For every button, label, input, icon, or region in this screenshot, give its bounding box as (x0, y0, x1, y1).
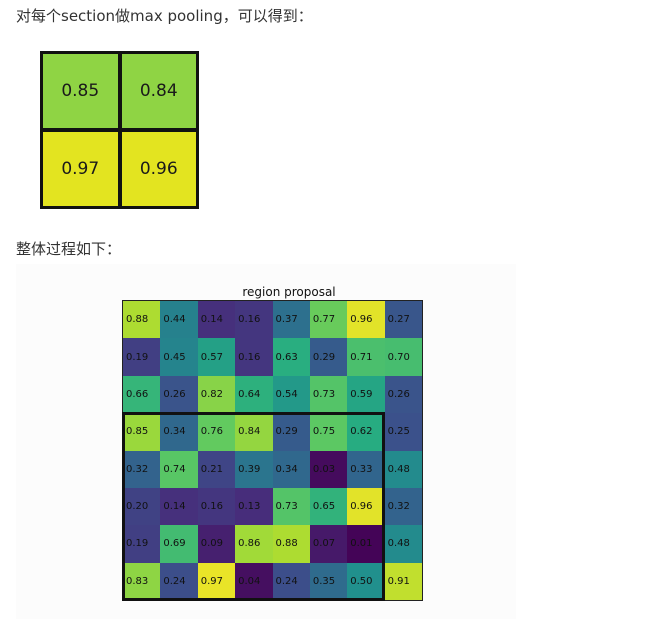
heatmap-cell: 0.24 (160, 562, 198, 600)
heatmap-cell: 0.21 (197, 450, 236, 488)
heatmap-cell: 0.19 (123, 525, 161, 563)
heatmap-cell: 0.01 (347, 525, 385, 563)
heatmap-cell: 0.39 (235, 450, 273, 488)
heatmap-cell: 0.20 (123, 487, 161, 526)
heatmap-cell: 0.84 (235, 413, 273, 451)
heatmap-cell: 0.97 (197, 562, 236, 600)
pooled-output-grid: 0.85 0.84 0.97 0.96 (40, 51, 199, 209)
heatmap-cell: 0.48 (384, 525, 422, 563)
heatmap-cell: 0.32 (123, 450, 161, 488)
heatmap-cell: 0.73 (272, 487, 310, 526)
heatmap-cell: 0.65 (309, 487, 348, 526)
heatmap-cell: 0.32 (384, 487, 422, 526)
heatmap-cell: 0.59 (347, 375, 385, 414)
heatmap-cell: 0.48 (384, 450, 422, 488)
heatmap-cell: 0.91 (384, 562, 422, 600)
heatmap-cell: 0.14 (197, 301, 236, 339)
heatmap-cell: 0.54 (272, 375, 310, 414)
heatmap-cell: 0.82 (197, 375, 236, 414)
figure-title: region proposal (242, 285, 336, 299)
heatmap-cell: 0.33 (347, 450, 385, 488)
heatmap-cell: 0.70 (384, 338, 422, 376)
feature-map-heatmap: 0.88 0.44 0.14 0.16 0.37 0.77 0.96 0.27 0.19 0.45… (122, 300, 423, 601)
heatmap-cell: 0.62 (347, 413, 385, 451)
heatmap-cell: 0.26 (384, 375, 422, 414)
heatmap-cell: 0.26 (160, 375, 198, 414)
roi-pooling-figure: region proposal 0.88 0.44 0.14 0.16 0.37 0.77… (16, 264, 516, 619)
heatmap-cell: 0.04 (235, 562, 273, 600)
heatmap-cell: 0.85 (123, 413, 161, 451)
heatmap-cell: 0.71 (347, 338, 385, 376)
pooled-cell: 0.84 (121, 54, 196, 128)
heatmap-cell: 0.88 (123, 301, 161, 339)
heatmap-cell: 0.76 (197, 413, 236, 451)
heatmap-cell: 0.16 (235, 301, 273, 339)
heatmap-cell: 0.27 (384, 301, 422, 339)
pool-intro-text: 对每个section做max pooling，可以得到： (16, 7, 313, 25)
pooled-cell: 0.97 (43, 132, 118, 206)
heatmap-cell: 0.64 (235, 375, 273, 414)
heatmap-cell: 0.34 (272, 450, 310, 488)
heatmap-cell: 0.24 (272, 562, 310, 600)
heatmap-cell: 0.96 (347, 487, 385, 526)
heatmap-cell: 0.19 (123, 338, 161, 376)
heatmap-cell: 0.16 (235, 338, 273, 376)
heatmap-cell: 0.77 (309, 301, 348, 339)
heatmap-cell: 0.83 (123, 562, 161, 600)
heatmap-cell: 0.29 (272, 413, 310, 451)
pooled-cell: 0.96 (121, 132, 196, 206)
heatmap-cell: 0.73 (309, 375, 348, 414)
heatmap-cell: 0.37 (272, 301, 310, 339)
heatmap-cell: 0.03 (309, 450, 348, 488)
heatmap-cell: 0.44 (160, 301, 198, 339)
heatmap-cell: 0.35 (309, 562, 348, 600)
heatmap-cell: 0.69 (160, 525, 198, 563)
heatmap-cell: 0.88 (272, 525, 310, 563)
heatmap-cell: 0.66 (123, 375, 161, 414)
heatmap-cell: 0.96 (347, 301, 385, 339)
heatmap-cell: 0.57 (197, 338, 236, 376)
heatmap-cell: 0.25 (384, 413, 422, 451)
heatmap-cell: 0.74 (160, 450, 198, 488)
heatmap-cell: 0.29 (309, 338, 348, 376)
heatmap-cell: 0.13 (235, 487, 273, 526)
heatmap-cell: 0.45 (160, 338, 198, 376)
heatmap-cell: 0.09 (197, 525, 236, 563)
heatmap-cell: 0.16 (197, 487, 236, 526)
overall-intro-text: 整体过程如下： (16, 240, 122, 258)
heatmap-cell: 0.75 (309, 413, 348, 451)
heatmap-cell: 0.14 (160, 487, 198, 526)
heatmap-cell: 0.86 (235, 525, 273, 563)
heatmap-cell: 0.63 (272, 338, 310, 376)
heatmap-cell: 0.34 (160, 413, 198, 451)
heatmap-cell: 0.50 (347, 562, 385, 600)
pooled-cell: 0.85 (43, 54, 118, 128)
heatmap-cell: 0.07 (309, 525, 348, 563)
